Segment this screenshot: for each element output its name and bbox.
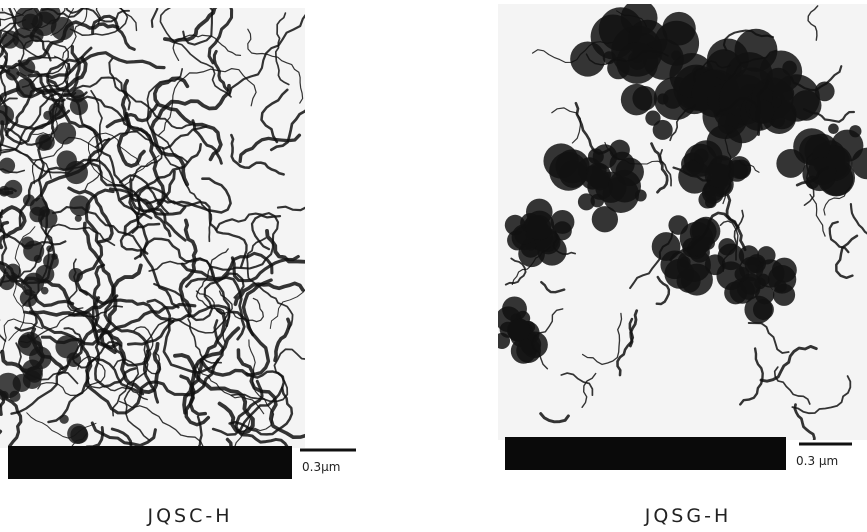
texture (744, 296, 772, 324)
label-band (505, 437, 786, 470)
texture (771, 97, 781, 107)
texture (694, 149, 709, 164)
texture (67, 423, 88, 444)
texture (657, 93, 668, 104)
micrograph-right (494, 0, 867, 445)
texture (652, 232, 681, 261)
texture (508, 319, 530, 341)
texture (23, 273, 44, 294)
texture (39, 206, 50, 217)
texture (772, 74, 819, 121)
texture (705, 163, 730, 188)
texture (23, 194, 35, 206)
texture (9, 275, 17, 283)
texture (49, 102, 66, 119)
label-band (8, 446, 292, 479)
texture (559, 160, 587, 188)
scale-label: 0.3 μm (796, 454, 838, 468)
texture (6, 67, 20, 81)
texture (664, 259, 694, 289)
texture (718, 244, 745, 271)
texture (70, 97, 88, 115)
texture (59, 415, 68, 424)
texture (828, 123, 839, 134)
caption: JQSG-H (644, 505, 732, 527)
texture (23, 240, 44, 261)
scale-label: 0.3μm (302, 460, 340, 474)
texture (54, 122, 76, 144)
texture (592, 206, 618, 232)
texture (39, 134, 55, 150)
caption: JQSC-H (146, 505, 232, 527)
page: 0.3μm 0.3 μm JQSC-H JQSG-H (() => { cons… (0, 0, 867, 532)
texture (849, 125, 861, 137)
texture (55, 335, 78, 358)
figure: 0.3μm 0.3 μm JQSC-H JQSG-H (0, 0, 867, 532)
texture (18, 332, 42, 356)
texture (9, 391, 20, 402)
texture (621, 84, 652, 115)
texture (12, 28, 33, 49)
texture (57, 150, 77, 170)
texture (525, 211, 554, 240)
texture (653, 120, 673, 140)
texture (616, 42, 658, 84)
texture (608, 170, 641, 203)
texture (32, 12, 56, 36)
texture (735, 267, 750, 282)
texture (69, 268, 83, 282)
texture (69, 195, 90, 216)
texture (590, 194, 604, 208)
texture (26, 366, 43, 383)
texture (18, 59, 35, 76)
texture (756, 259, 784, 287)
texture (46, 245, 53, 252)
texture (494, 333, 510, 349)
texture (16, 78, 36, 98)
